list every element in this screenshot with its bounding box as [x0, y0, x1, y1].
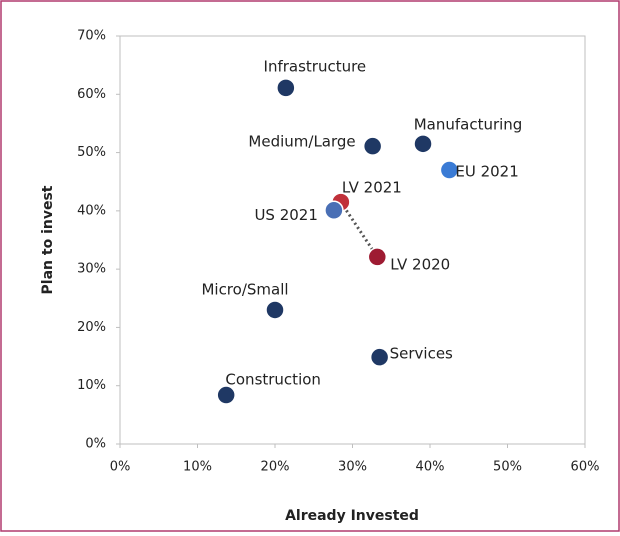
point-label: Medium/Large — [248, 133, 355, 151]
y-tick-label: 70% — [77, 29, 106, 44]
x-tick-label: 10% — [183, 460, 212, 475]
point-label: Manufacturing — [414, 115, 523, 133]
point — [324, 200, 344, 221]
point-label: Construction — [225, 371, 321, 389]
point-label: US 2021 — [254, 206, 317, 224]
x-tick-label: 20% — [261, 460, 290, 475]
point — [369, 347, 390, 367]
connector — [339, 201, 379, 258]
x-tick-label: 50% — [493, 460, 522, 475]
x-tick-label: 40% — [416, 460, 445, 475]
y-tick-label: 40% — [77, 203, 106, 218]
y-tick-label: 0% — [85, 437, 106, 452]
x-tick-label: 30% — [338, 460, 367, 475]
point — [265, 300, 285, 320]
y-tick-label: 20% — [77, 320, 106, 335]
point — [276, 78, 296, 98]
point — [367, 247, 388, 267]
y-tick-label: 30% — [77, 262, 106, 277]
point-label: Infrastructure — [264, 57, 367, 75]
point-label: Services — [390, 345, 453, 363]
point-label: LV 2021 — [342, 179, 402, 197]
point-label: Micro/Small — [201, 280, 288, 298]
x-axis-label: Already Invested — [285, 508, 419, 524]
y-axis-label: Plan to invest — [40, 185, 56, 294]
x-tick-label: 60% — [571, 460, 600, 475]
point-label: LV 2020 — [390, 255, 450, 273]
y-tick-label: 50% — [77, 145, 106, 160]
point — [362, 136, 383, 156]
point-label: EU 2021 — [455, 163, 518, 181]
point — [413, 134, 433, 154]
point — [439, 160, 460, 180]
y-tick-label: 10% — [77, 378, 106, 393]
y-tick-label: 60% — [77, 87, 106, 102]
point — [216, 385, 236, 405]
x-tick-label: 0% — [110, 460, 131, 475]
